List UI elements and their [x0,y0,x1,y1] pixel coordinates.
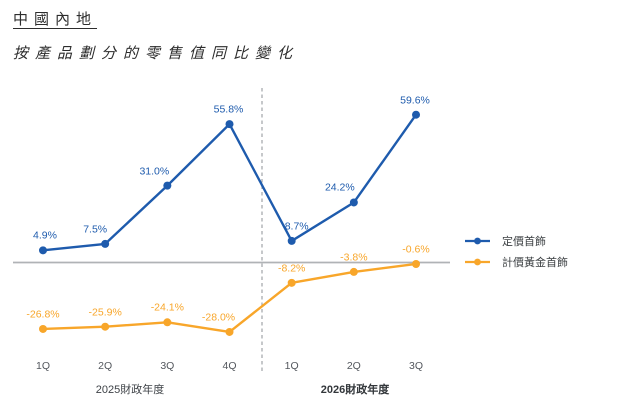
data-label: 31.0% [139,165,170,178]
legend-line-dot-marker-yellow-icon [464,258,491,266]
data-point [412,110,421,119]
x-axis-tick: 3Q [409,360,424,372]
x-axis-tick: 1Q [284,360,299,372]
x-axis-tick: 1Q [35,360,51,372]
data-point [163,318,172,327]
data-label: 8.7% [284,220,309,233]
legend-line-dot-marker-blue-icon [464,237,491,245]
data-point [101,239,110,248]
legend-label: 計價黃金首飾 [502,257,568,269]
x-group-label-fy2026: 2026財政年度 [320,384,390,396]
chart-title: 按產品劃分的零售值同比變化 [13,46,300,62]
data-label: -28.0% [201,311,236,324]
data-point [287,278,296,287]
data-label: -8.2% [277,262,306,275]
data-point [163,181,172,190]
x-axis-tick: 2Q [346,360,361,372]
x-axis-tick: 4Q [222,360,237,372]
legend-item-fixed-price-jewellery: 定價首飾 [464,233,568,249]
data-label: 55.8% [213,103,244,116]
data-point [101,322,110,331]
data-point [349,267,358,276]
data-label: -26.8% [26,308,60,321]
data-point [349,198,358,207]
legend-label: 定價首飾 [502,236,546,248]
x-axis-tick: 2Q [98,360,113,372]
page-title: 中國內地 [13,12,98,28]
data-label: -0.6% [402,243,430,256]
x-group-label-fy2025: 2025財政年度 [95,384,165,396]
data-label: 7.5% [83,223,108,236]
data-point [39,324,47,333]
data-label: 24.2% [324,181,355,194]
data-point [225,120,234,129]
data-label: -25.9% [88,306,122,319]
series-layer [39,110,421,336]
data-label: -24.1% [150,301,184,314]
data-point [39,246,47,255]
data-point [412,259,421,268]
data-label: 4.9% [33,229,57,242]
data-label: -3.8% [340,251,368,264]
legend: 定價首飾 計價黃金首飾 [464,233,568,270]
data-point [225,327,234,336]
data-label: 59.6% [400,94,430,107]
data-point [287,236,296,245]
legend-item-gold-jewellery-by-weight: 計價黃金首飾 [464,254,568,270]
x-axis-tick: 3Q [160,360,175,372]
